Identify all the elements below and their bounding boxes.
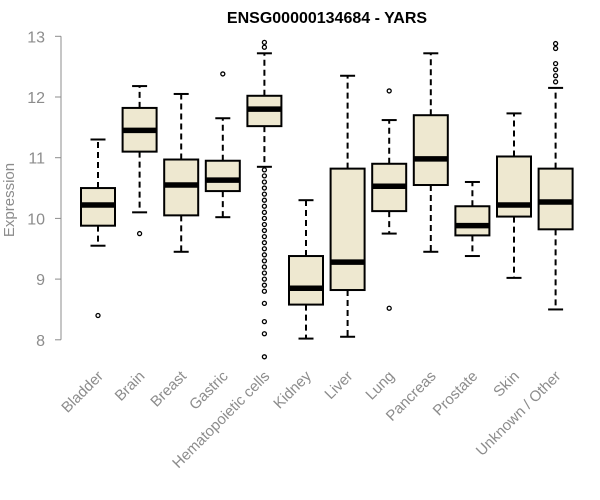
box-bladder: [80, 138, 116, 319]
box-unknown-other: [537, 40, 574, 311]
outlier-point: [261, 300, 268, 307]
x-tick-label: Lung: [362, 368, 398, 404]
outlier-point: [261, 215, 268, 222]
box-gastric: [204, 71, 241, 219]
outlier-point: [95, 312, 101, 319]
box-pancreas: [412, 52, 449, 253]
outlier-point: [261, 221, 268, 228]
iqr-box: [288, 255, 324, 306]
iqr-box: [329, 167, 366, 292]
outlier-point: [552, 45, 559, 52]
outlier-point: [220, 71, 226, 77]
outlier-point: [261, 167, 268, 173]
outlier-point: [261, 197, 268, 203]
y-tick-label: 12: [27, 90, 45, 107]
outlier-point: [386, 88, 392, 94]
outlier-point: [552, 40, 559, 47]
x-tick-label: Prostate: [430, 368, 482, 420]
y-tick-label: 8: [36, 333, 45, 350]
y-tick-label: 9: [36, 272, 45, 289]
x-tick-label: Skin: [490, 368, 523, 401]
box-breast: [163, 92, 200, 253]
x-tick-label: Bladder: [58, 368, 107, 417]
x-tick-label: Brain: [112, 368, 149, 405]
chart-title: ENSG00000134684 - YARS: [227, 10, 427, 27]
outlier-point: [261, 173, 268, 179]
outlier-point: [552, 67, 559, 73]
outlier-point: [136, 230, 143, 237]
y-axis: 8 9 10 11 12 13: [27, 29, 62, 350]
y-axis-label: Expression: [1, 163, 18, 237]
outlier-point: [261, 288, 268, 294]
outlier-point: [261, 258, 268, 264]
outlier-point: [261, 276, 268, 282]
outlier-point: [261, 240, 268, 246]
box-lung: [371, 88, 408, 311]
iqr-box: [204, 159, 241, 193]
outlier-point: [552, 73, 559, 79]
outlier-point: [261, 331, 268, 337]
y-tick-label: 10: [27, 211, 45, 228]
outlier-point: [261, 44, 268, 50]
x-tick-label: Breast: [147, 367, 190, 410]
y-tick-label: 11: [28, 151, 45, 168]
outlier-point: [261, 252, 268, 258]
iqr-box: [454, 205, 491, 237]
outlier-point: [261, 264, 268, 270]
outlier-point: [552, 79, 559, 85]
box-brain: [121, 85, 158, 237]
iqr-box: [537, 167, 574, 231]
plot-area: [80, 39, 574, 360]
outlier-point: [261, 191, 268, 197]
outlier-point: [261, 179, 268, 185]
outlier-point: [261, 227, 268, 234]
outlier-point: [552, 60, 559, 67]
box-skin: [496, 112, 532, 279]
iqr-box: [412, 114, 449, 187]
box-prostate: [454, 180, 491, 258]
box-liver: [329, 74, 366, 338]
outlier-point: [261, 354, 268, 360]
x-tick-label: Kidney: [270, 367, 315, 412]
y-tick-label: 13: [27, 29, 45, 46]
outlier-point: [261, 246, 268, 252]
box-kidney: [288, 199, 324, 340]
outlier-point: [261, 233, 268, 240]
x-tick-label: Liver: [321, 368, 356, 403]
outlier-point: [261, 203, 268, 209]
outlier-point: [261, 318, 268, 325]
outlier-point: [261, 270, 268, 276]
outlier-point: [261, 39, 268, 46]
box-hematopoietic-cells: [246, 39, 283, 360]
outlier-point: [261, 282, 268, 288]
outlier-point: [386, 305, 392, 311]
outlier-point: [261, 185, 268, 191]
outlier-point: [261, 209, 268, 215]
